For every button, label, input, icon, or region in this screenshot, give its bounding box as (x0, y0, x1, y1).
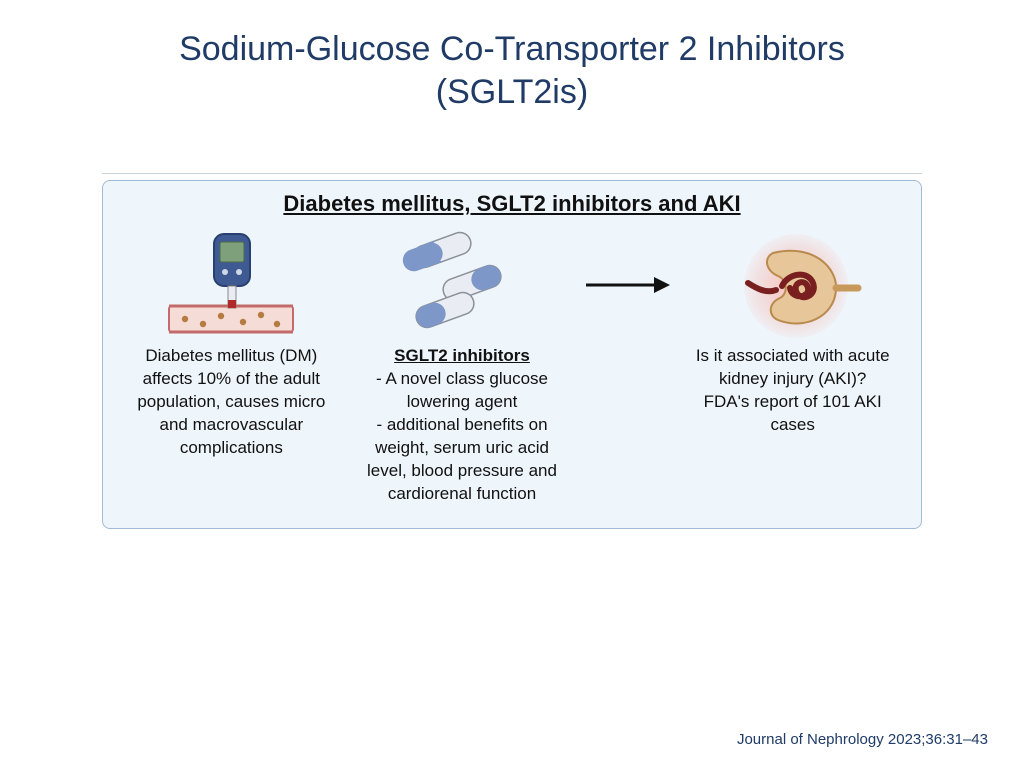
col-sglt2-heading: SGLT2 inhibitors (394, 346, 530, 365)
slide-title: Sodium-Glucose Co-Transporter 2 Inhibito… (0, 0, 1024, 113)
panel-title: Diabetes mellitus, SGLT2 inhibitors and … (121, 191, 903, 217)
title-line-2: (SGLT2is) (436, 73, 588, 111)
panel-top-rule (102, 173, 922, 174)
col-aki-text: Is it associated with acute kidney injur… (682, 345, 903, 437)
arrow-icon (582, 225, 672, 345)
panel-container: Diabetes mellitus, SGLT2 inhibitors and … (102, 173, 922, 529)
col-diabetes: Diabetes mellitus (DM) affects 10% of th… (121, 225, 342, 460)
citation-text: Journal of Nephrology 2023;36:31–43 (737, 731, 988, 748)
info-panel: Diabetes mellitus, SGLT2 inhibitors and … (102, 180, 922, 529)
kidney-icon (682, 225, 903, 345)
col-sglt2: SGLT2 inhibitors - A novel class glucose… (352, 225, 573, 506)
col-sglt2-text: SGLT2 inhibitors - A novel class glucose… (352, 345, 573, 506)
col-sglt2-body: - A novel class glucose lowering agent -… (367, 369, 557, 503)
title-line-1: Sodium-Glucose Co-Transporter 2 Inhibito… (179, 30, 845, 68)
col-aki: Is it associated with acute kidney injur… (682, 225, 903, 437)
col-diabetes-text: Diabetes mellitus (DM) affects 10% of th… (121, 345, 342, 460)
panel-columns: Diabetes mellitus (DM) affects 10% of th… (121, 225, 903, 506)
glucometer-icon (121, 225, 342, 345)
pills-icon (352, 225, 573, 345)
